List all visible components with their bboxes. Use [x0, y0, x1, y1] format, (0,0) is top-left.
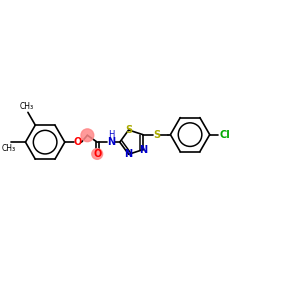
Circle shape: [81, 129, 94, 142]
Text: N: N: [124, 149, 133, 159]
Text: S: S: [125, 125, 132, 135]
Text: S: S: [153, 130, 160, 140]
Text: H: H: [108, 130, 114, 139]
Circle shape: [92, 148, 103, 159]
Text: O: O: [74, 137, 82, 147]
Text: Cl: Cl: [220, 130, 230, 140]
Text: N: N: [139, 145, 147, 154]
Text: CH₃: CH₃: [2, 144, 16, 153]
Text: CH₃: CH₃: [20, 102, 34, 111]
Text: O: O: [93, 149, 101, 159]
Text: N: N: [107, 137, 115, 147]
